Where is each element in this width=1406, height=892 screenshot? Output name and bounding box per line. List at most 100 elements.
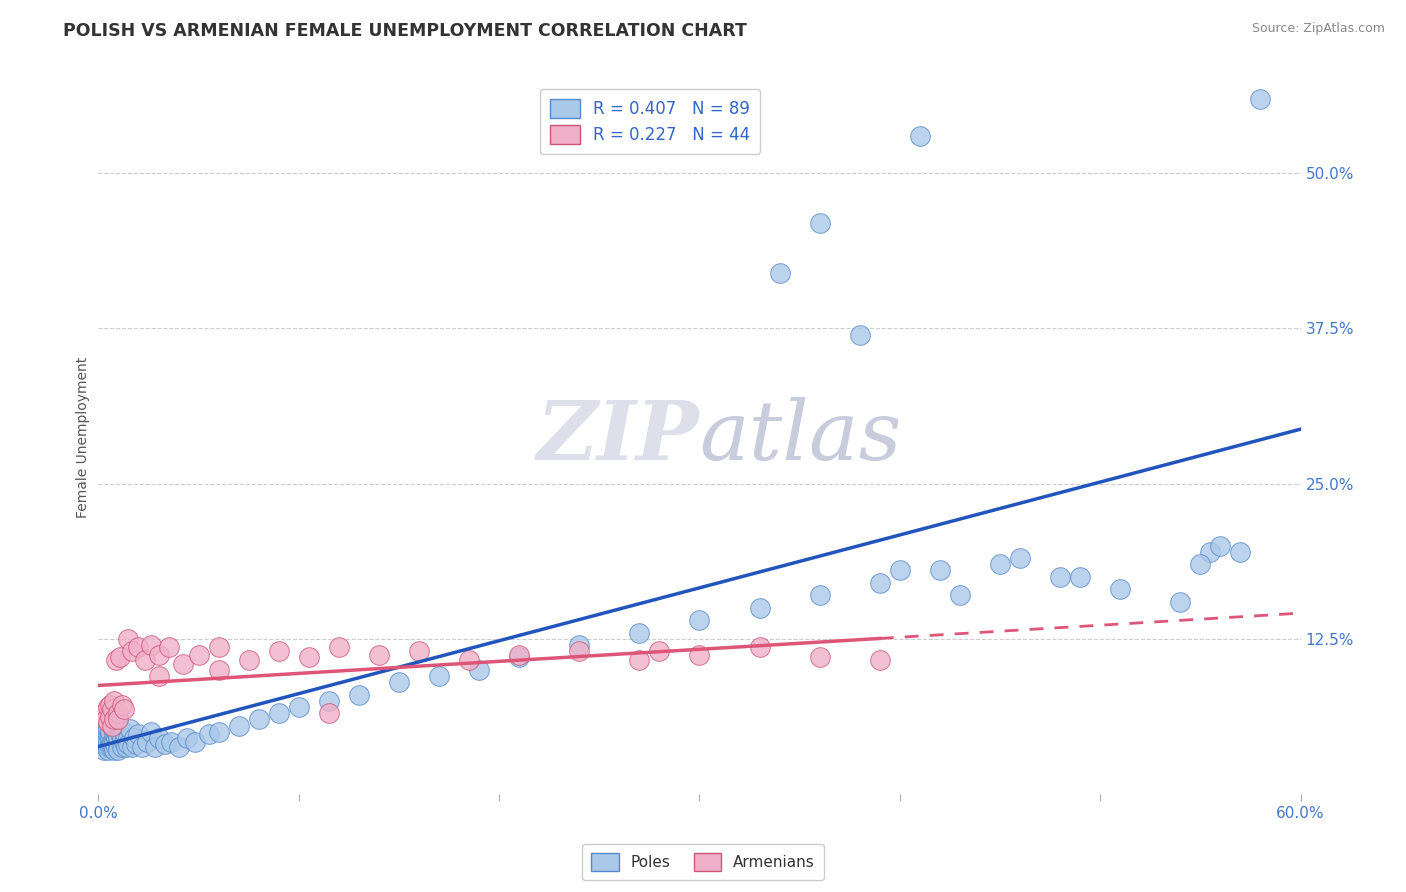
Point — [388, 675, 411, 690]
Text: atlas: atlas — [700, 397, 901, 477]
Point — [128, 640, 150, 655]
Point — [949, 588, 972, 602]
Point — [105, 724, 128, 739]
Point — [111, 698, 134, 712]
Point — [267, 644, 290, 658]
Point — [318, 694, 340, 708]
Point — [105, 731, 128, 745]
Point — [107, 731, 129, 745]
Point — [124, 731, 146, 745]
Point — [96, 724, 118, 739]
Point — [238, 653, 260, 667]
Point — [929, 564, 952, 578]
Point — [101, 702, 124, 716]
Point — [648, 644, 671, 658]
Point — [105, 739, 128, 754]
Point — [167, 739, 190, 754]
Point — [208, 663, 231, 677]
Point — [568, 644, 591, 658]
Point — [368, 648, 391, 662]
Point — [153, 737, 176, 751]
Legend: R = 0.407   N = 89, R = 0.227   N = 44: R = 0.407 N = 89, R = 0.227 N = 44 — [540, 88, 761, 153]
Point — [139, 638, 162, 652]
Point — [197, 727, 219, 741]
Point — [107, 706, 129, 721]
Point — [1049, 570, 1071, 584]
Point — [139, 724, 162, 739]
Point — [97, 739, 120, 754]
Point — [97, 743, 120, 757]
Point — [101, 739, 124, 754]
Point — [97, 727, 120, 741]
Point — [187, 648, 209, 662]
Point — [458, 653, 481, 667]
Point — [103, 735, 125, 749]
Point — [288, 700, 311, 714]
Point — [508, 650, 530, 665]
Point — [114, 735, 136, 749]
Point — [110, 727, 132, 741]
Point — [103, 743, 125, 757]
Point — [100, 724, 122, 739]
Point — [131, 739, 153, 754]
Point — [100, 698, 122, 712]
Point — [869, 653, 891, 667]
Point — [172, 657, 194, 671]
Point — [1069, 570, 1091, 584]
Point — [143, 739, 166, 754]
Point — [748, 600, 770, 615]
Point — [103, 713, 125, 727]
Point — [105, 653, 128, 667]
Point — [869, 575, 891, 590]
Point — [159, 735, 181, 749]
Point — [101, 718, 124, 732]
Point — [114, 702, 136, 716]
Point — [100, 731, 122, 745]
Point — [328, 640, 350, 655]
Point — [135, 735, 157, 749]
Point — [96, 735, 118, 749]
Point — [110, 650, 132, 665]
Point — [1010, 551, 1032, 566]
Point — [125, 737, 148, 751]
Point — [408, 644, 430, 658]
Point — [508, 648, 530, 662]
Point — [1229, 545, 1251, 559]
Point — [101, 718, 124, 732]
Point — [808, 588, 831, 602]
Point — [689, 613, 711, 627]
Point — [1209, 539, 1232, 553]
Point — [988, 558, 1011, 572]
Point — [107, 737, 129, 751]
Point — [183, 735, 205, 749]
Point — [103, 723, 125, 737]
Point — [298, 650, 321, 665]
Point — [1189, 558, 1212, 572]
Point — [97, 700, 120, 714]
Point — [208, 640, 231, 655]
Point — [117, 731, 139, 745]
Point — [208, 724, 231, 739]
Point — [100, 710, 122, 724]
Point — [107, 743, 129, 757]
Point — [247, 713, 270, 727]
Y-axis label: Female Unemployment: Female Unemployment — [76, 357, 90, 517]
Point — [1199, 545, 1222, 559]
Point — [148, 731, 170, 745]
Point — [93, 706, 115, 721]
Point — [889, 564, 911, 578]
Point — [117, 632, 139, 646]
Point — [101, 737, 124, 751]
Point — [148, 648, 170, 662]
Point — [111, 731, 134, 745]
Point — [115, 739, 138, 754]
Point — [114, 724, 136, 739]
Point — [148, 669, 170, 683]
Point — [93, 731, 115, 745]
Point — [267, 706, 290, 721]
Point — [157, 640, 180, 655]
Point — [134, 653, 156, 667]
Point — [1109, 582, 1132, 596]
Point — [808, 650, 831, 665]
Point — [96, 739, 118, 754]
